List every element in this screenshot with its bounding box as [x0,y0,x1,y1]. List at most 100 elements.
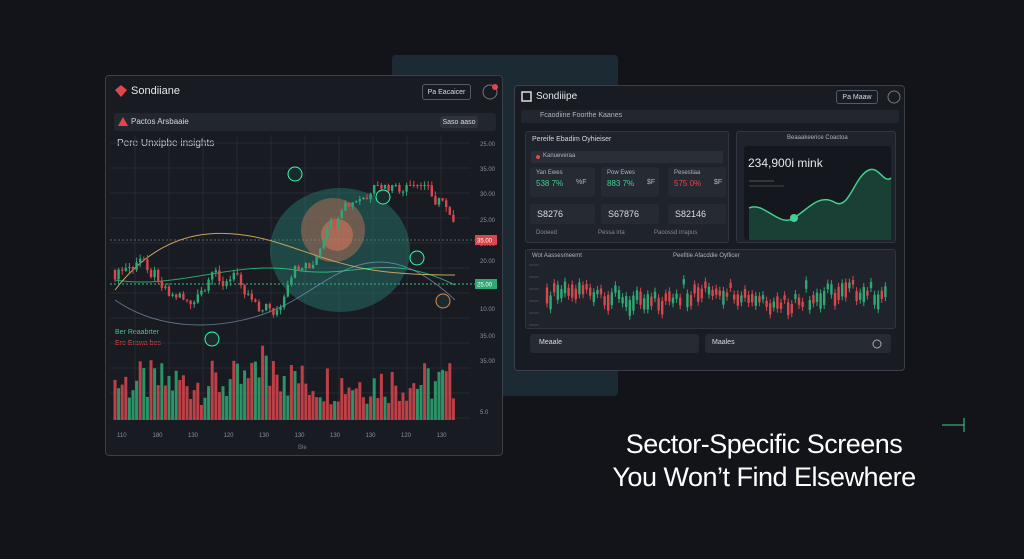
x-tick-label: 180 [153,433,164,439]
tab-bar [531,151,723,163]
decor-volume [336,401,340,420]
marker [435,293,451,309]
decor-candle [833,292,837,306]
decor-candle [157,269,160,281]
decor-candle [265,304,268,311]
y-tick-label: 35.00 [480,334,496,340]
select-button[interactable] [530,334,699,353]
decor-candle [376,185,379,186]
stat-card [668,167,726,197]
x-tick-label: 130 [437,433,448,439]
decor-candle [355,201,358,203]
y-tick-label: 10.00 [480,307,496,313]
decor-candle [574,288,577,300]
toggle-icon[interactable] [871,338,883,350]
alert-icon[interactable] [887,90,901,104]
decor-candle [243,285,246,295]
decor-volume [117,388,121,420]
decor-candle [279,307,282,311]
decor-candle [545,287,549,304]
tab[interactable]: Kanueveraa [543,153,576,159]
decor-candle [578,282,581,295]
decor-candle [391,185,394,191]
decor-volume [430,398,434,420]
decor-volume [289,365,293,420]
decor-candle [113,270,117,280]
header-button[interactable]: Pa Eacaicer [422,84,471,100]
decor-candle [175,294,178,298]
decor-candle [380,185,383,189]
decor-volume [171,390,175,420]
stat-unit: %F [576,179,587,186]
decor-volume [437,371,441,420]
select-button[interactable] [705,334,891,353]
decor-volume [401,392,405,420]
decor-volume [423,363,427,420]
decor-candle [823,291,826,305]
decor-candle [851,280,855,285]
decor-volume [261,345,265,420]
total-value: S82146 [675,209,707,219]
app-title: Sondiiane [131,85,180,97]
decor-candle [401,191,405,193]
decor-candle [628,300,631,316]
x-tick-label: 130 [188,433,199,439]
decor-volume [318,397,322,420]
decor-candle [261,310,264,312]
header-button[interactable]: Pa Maaw [836,90,878,104]
decor-volume [174,370,178,420]
decor-candle [196,294,199,303]
decor-volume [351,390,355,420]
decor-candle [304,263,307,269]
decor-candle [319,248,322,256]
decor-candle [758,296,761,303]
decor-candle [873,294,876,305]
decor-candle [182,293,185,300]
decor-volume [207,386,211,420]
decor-candle [722,290,725,305]
decor-candle [625,296,628,308]
footer-label: Pessa irta [598,230,625,236]
decor-candle [592,292,595,303]
button-label[interactable]: Meaale [539,339,562,346]
decor-volume [192,390,196,420]
decor-volume [354,388,358,420]
decor-candle [171,294,174,296]
decor-candle [344,202,347,211]
decor-candle [232,272,235,280]
decor-volume [304,383,308,420]
decor-volume [271,361,275,420]
decor-volume [397,400,401,420]
decor-candle [671,297,675,304]
decor-volume [264,355,268,420]
alert-icon[interactable] [482,84,498,100]
decor-candle [610,292,613,305]
footer-label: Dooeed [536,230,558,236]
decor-candle [250,293,253,300]
decor-volume [415,388,419,420]
decor-candle [441,198,444,201]
decor-volume [246,378,250,420]
decor-volume [149,360,153,420]
decor-volume [243,370,247,420]
button-label[interactable]: Maales [712,339,735,346]
total-value: S67876 [608,209,640,219]
subbar-button[interactable]: Saso aaso [440,116,478,128]
decor-volume [444,371,448,420]
decor-candle [193,302,196,305]
decor-candle [779,302,783,309]
decor-volume [369,396,373,420]
decor-candle [373,185,376,194]
decor-volume [127,397,131,420]
decor-candle [661,300,664,315]
decor-volume [163,385,167,420]
decor-volume [372,378,376,420]
x-tick-label: 130 [259,433,270,439]
x-tick-label: 130 [366,433,377,439]
y-tick-label: 35.00 [480,359,496,365]
decor-volume [286,395,290,420]
decor-candle [585,283,588,290]
decor-candle [311,264,315,269]
stat-unit: $F [647,179,656,186]
decor-candle [682,279,685,285]
